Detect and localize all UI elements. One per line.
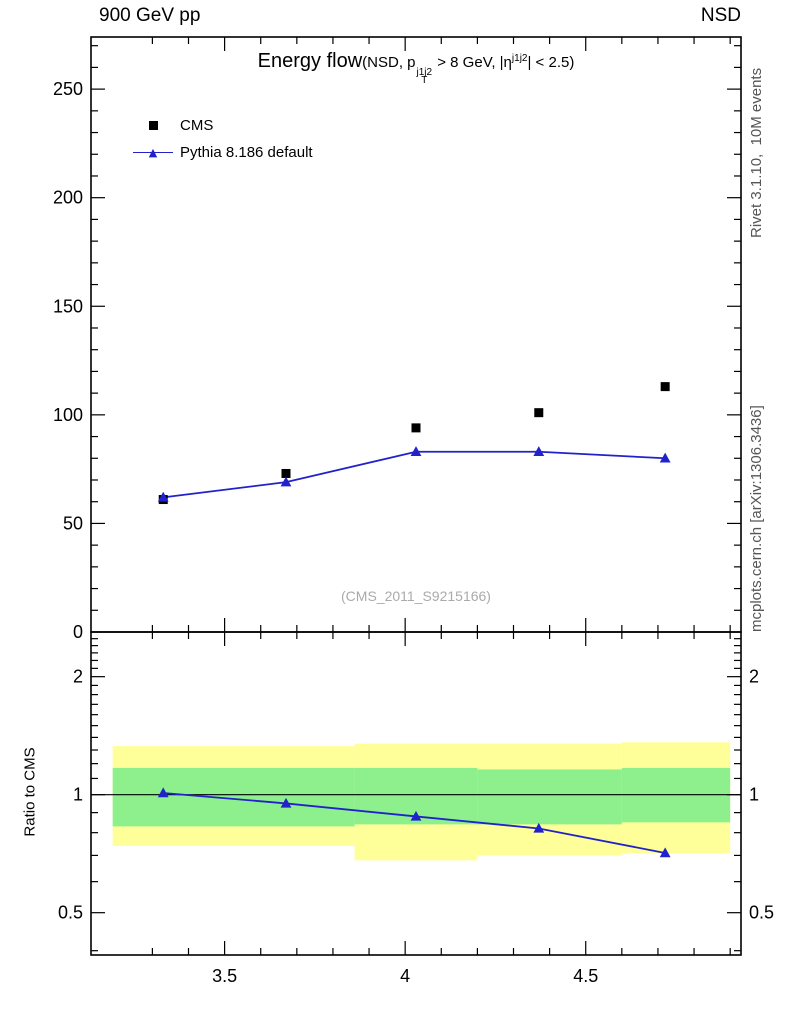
condition-close-text: | < 2.5) bbox=[527, 54, 575, 71]
pythia-line-marker-icon bbox=[133, 151, 173, 154]
pythia-triangle-marker-icon: ▲ bbox=[148, 145, 158, 159]
svg-text:4: 4 bbox=[400, 966, 410, 986]
cms-square-marker-icon bbox=[148, 121, 158, 130]
legend-item-pythia: ▲ Pythia 8.186 default bbox=[130, 139, 313, 166]
mcplots-attribution-label: mcplots.cern.ch [arXiv:1306.3436] bbox=[748, 405, 765, 632]
cms-marker-cell bbox=[130, 119, 176, 133]
svg-text:3.5: 3.5 bbox=[212, 966, 237, 986]
pt-superscript: j1j2 bbox=[416, 66, 433, 78]
svg-text:0.5: 0.5 bbox=[749, 903, 774, 923]
svg-text:0: 0 bbox=[73, 622, 83, 642]
condition-open-text: (NSD, p bbox=[362, 54, 416, 71]
legend-item-cms: CMS bbox=[130, 112, 313, 139]
pythia-marker-cell: ▲ bbox=[130, 146, 176, 160]
beam-energy-label: 900 GeV pp bbox=[99, 5, 201, 26]
eta-superscript: j1j2 bbox=[511, 53, 528, 64]
rivet-version-label: Rivet 3.1.10, 10M events bbox=[748, 67, 765, 238]
plot-title-main: Energy flow bbox=[257, 50, 363, 72]
legend-label-pythia: Pythia 8.186 default bbox=[180, 144, 313, 161]
legend: CMS ▲ Pythia 8.186 default bbox=[130, 112, 313, 166]
svg-text:2: 2 bbox=[73, 667, 83, 687]
svg-text:1: 1 bbox=[749, 785, 759, 805]
svg-text:0.5: 0.5 bbox=[58, 903, 83, 923]
svg-text:250: 250 bbox=[53, 79, 83, 99]
svg-text:4.5: 4.5 bbox=[573, 966, 598, 986]
condition-mid-text: > 8 GeV, |η bbox=[433, 54, 512, 71]
svg-text:100: 100 bbox=[53, 405, 83, 425]
svg-text:50: 50 bbox=[63, 513, 83, 533]
svg-text:200: 200 bbox=[53, 188, 83, 208]
event-class-label: NSD bbox=[700, 5, 741, 26]
ratio-axis-title: Ratio to CMS bbox=[21, 747, 39, 837]
legend-label-cms: CMS bbox=[180, 117, 214, 134]
plot-title-condition: (NSD, p j1j2 T > 8 GeV, |ηj1j2| < 2.5) bbox=[362, 53, 575, 85]
plot-title: Energy flow(NSD, p j1j2 T > 8 GeV, |ηj1j2|… bbox=[91, 50, 741, 86]
analysis-id-watermark: (CMS_2011_S9215166) bbox=[341, 588, 491, 604]
svg-text:1: 1 bbox=[73, 785, 83, 805]
svg-text:2: 2 bbox=[749, 667, 759, 687]
pt-subscript: T bbox=[421, 75, 428, 86]
svg-text:150: 150 bbox=[53, 296, 83, 316]
pt-subsup: j1j2 T bbox=[416, 66, 433, 86]
